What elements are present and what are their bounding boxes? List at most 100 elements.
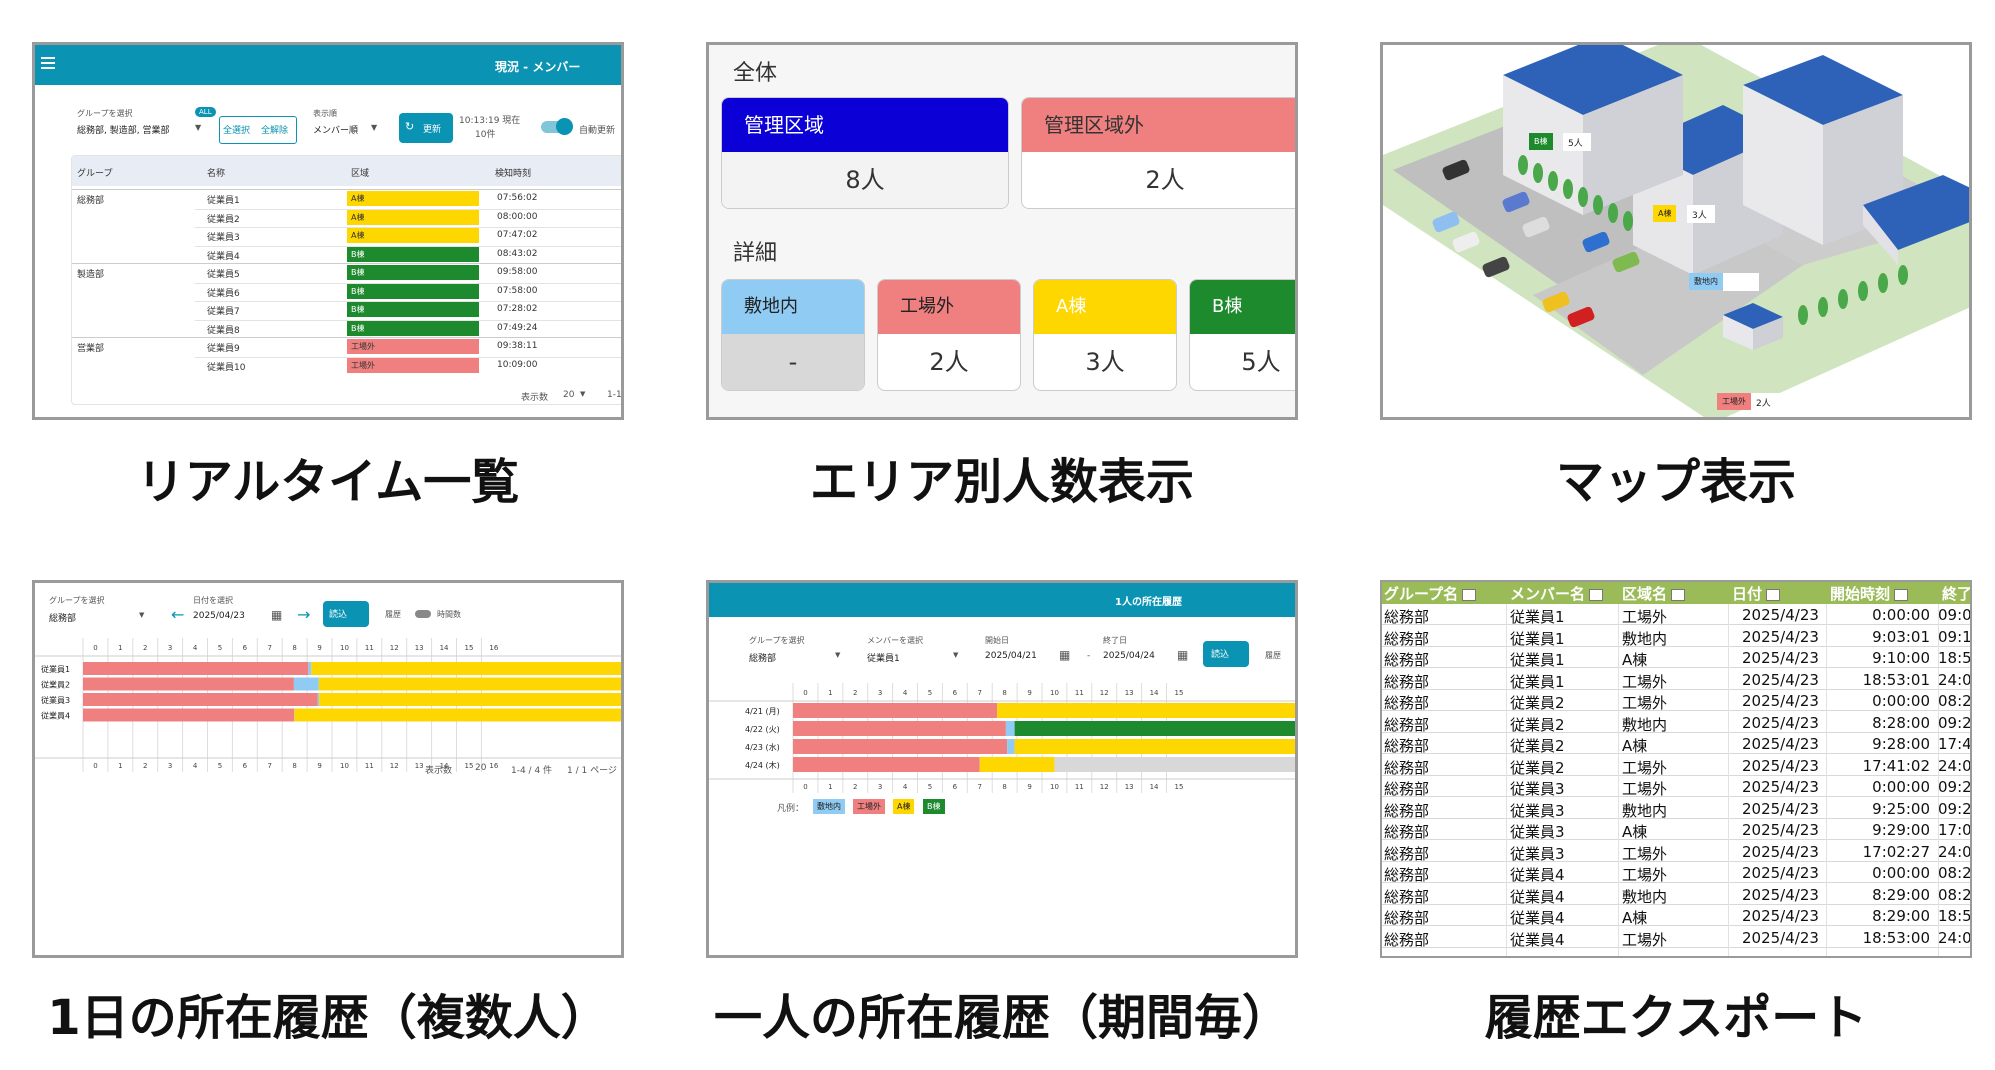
sheet-cell[interactable]: 09:2 [1938,799,1972,818]
sheet-cell[interactable]: 従業員2 [1510,737,1565,755]
sheet-column-header[interactable]: 終了 [1942,583,1970,604]
sheet-cell[interactable]: A棟 [1622,823,1648,841]
sheet-cell[interactable]: 工場外 [1622,866,1668,884]
sheet-cell[interactable]: 2025/4/23 [1742,627,1819,646]
sheet-cell[interactable]: 09:2 [1938,713,1972,732]
sheet-cell[interactable]: 09:1 [1938,627,1972,646]
sheet-cell[interactable]: 2025/4/23 [1742,821,1819,839]
sheet-cell[interactable]: 従業員2 [1510,758,1565,777]
sheet-cell[interactable]: 総務部 [1384,801,1430,820]
sheet-cell[interactable]: 8:28:00 [1872,713,1930,732]
sheet-cell[interactable]: 18:53:00 [1862,928,1930,947]
sheet-cell[interactable]: 総務部 [1384,629,1430,648]
sheet-cell[interactable]: 総務部 [1384,823,1430,841]
sheet-cell[interactable]: 2025/4/23 [1742,928,1819,947]
sheet-cell[interactable]: A棟 [1622,909,1648,927]
sheet-cell[interactable]: 2025/4/23 [1742,649,1819,667]
sheet-column-header[interactable]: 日付 [1732,583,1781,604]
filter-dropdown-icon[interactable] [1766,588,1781,601]
sheet-cell[interactable]: 総務部 [1384,672,1430,691]
sheet-cell[interactable]: 8:29:00 [1872,885,1930,904]
sheet-cell[interactable]: 18:53:01 [1862,670,1930,689]
map-tag-label[interactable]: 工場外 [1717,393,1751,410]
sheet-cell[interactable]: 従業員1 [1510,608,1565,626]
calendar-icon[interactable]: ▦ [1059,648,1071,662]
sheet-cell[interactable]: 18:5 [1938,649,1972,667]
sheet-cell[interactable]: 0:00:00 [1872,606,1930,624]
sheet-column-header[interactable]: 区域名 [1622,583,1686,604]
map-tag-label[interactable]: 敷地内 [1689,273,1723,290]
sheet-cell[interactable]: 従業員3 [1510,801,1565,820]
sheet-cell[interactable]: 9:28:00 [1872,735,1930,753]
sheet-cell[interactable]: 従業員3 [1510,780,1565,798]
date-input[interactable]: 2025/04/23 [193,611,245,621]
sheet-cell[interactable]: 2025/4/23 [1742,907,1819,925]
refresh-button[interactable] [399,113,453,143]
sheet-cell[interactable]: 工場外 [1622,672,1668,691]
rows-per-page-select[interactable]: 20 [475,763,487,773]
sheet-cell[interactable]: 工場外 [1622,694,1668,712]
filter-dropdown-icon[interactable] [1671,588,1686,601]
sheet-cell[interactable]: 8:29:00 [1872,907,1930,925]
sheet-cell[interactable]: 従業員3 [1510,844,1565,863]
sheet-column-header[interactable]: メンバー名 [1510,583,1604,604]
sheet-cell[interactable]: 08:2 [1938,864,1972,882]
sheet-column-header[interactable]: グループ名 [1384,583,1477,604]
sheet-cell[interactable]: 9:03:01 [1872,627,1930,646]
select-all-button[interactable]: 全選択 [223,126,251,136]
sheet-cell[interactable]: 18:5 [1938,907,1972,925]
sheet-cell[interactable]: 工場外 [1622,608,1668,626]
sheet-cell[interactable]: 総務部 [1384,887,1430,906]
filter-dropdown-icon[interactable] [1589,588,1604,601]
menu-icon[interactable] [41,57,55,69]
sheet-cell[interactable]: 総務部 [1384,780,1430,798]
sheet-cell[interactable]: 2025/4/23 [1742,842,1819,861]
sheet-cell[interactable]: 2025/4/23 [1742,778,1819,796]
sheet-cell[interactable]: 0:00:00 [1872,692,1930,710]
sheet-cell[interactable]: 従業員1 [1510,629,1565,648]
sheet-cell[interactable]: 従業員4 [1510,909,1565,927]
sheet-cell[interactable]: 9:25:00 [1872,799,1930,818]
sheet-cell[interactable]: 総務部 [1384,737,1430,755]
map-tag-label[interactable]: A棟 [1653,205,1677,222]
sheet-cell[interactable]: 2025/4/23 [1742,756,1819,775]
sheet-cell[interactable]: 09:2 [1938,778,1972,796]
sheet-cell[interactable]: 17:0 [1938,821,1972,839]
sheet-cell[interactable]: 24:0 [1938,928,1972,947]
group-select[interactable]: 総務部 [749,654,777,664]
sheet-cell[interactable]: 0:00:00 [1872,864,1930,882]
sheet-cell[interactable]: 敷地内 [1622,887,1668,906]
sheet-cell[interactable]: 09:0 [1938,606,1972,624]
sheet-cell[interactable]: 17:02:27 [1862,842,1930,861]
group-select[interactable]: 総務部, 製造部, 営業部 [77,126,170,136]
sheet-cell[interactable]: 総務部 [1384,844,1430,863]
sheet-cell[interactable]: 従業員1 [1510,651,1565,669]
sheet-cell[interactable]: 24:0 [1938,842,1972,861]
filter-dropdown-icon[interactable] [1894,588,1909,601]
prev-day-icon[interactable]: ← [171,605,185,624]
sheet-cell[interactable]: 総務部 [1384,715,1430,734]
sort-select[interactable]: メンバー順 [313,126,359,136]
sheet-cell[interactable]: 2025/4/23 [1742,885,1819,904]
sheet-cell[interactable]: 敷地内 [1622,801,1668,820]
sheet-cell[interactable]: 24:0 [1938,756,1972,775]
sheet-cell[interactable]: 2025/4/23 [1742,735,1819,753]
sheet-cell[interactable]: 総務部 [1384,930,1430,949]
sheet-cell[interactable]: 08:2 [1938,692,1972,710]
sheet-cell[interactable]: 9:29:00 [1872,821,1930,839]
map-tag-label[interactable]: B棟 [1529,133,1553,150]
sheet-cell[interactable]: 総務部 [1384,694,1430,712]
load-button[interactable] [323,601,369,627]
sheet-cell[interactable]: 従業員4 [1510,930,1565,949]
sheet-cell[interactable]: 敷地内 [1622,715,1668,734]
sheet-cell[interactable]: 工場外 [1622,844,1668,863]
next-day-icon[interactable]: → [297,605,311,624]
sheet-cell[interactable]: 総務部 [1384,651,1430,669]
sheet-cell[interactable]: 2025/4/23 [1742,864,1819,882]
sheet-cell[interactable]: 工場外 [1622,780,1668,798]
clear-all-button[interactable]: 全解除 [261,126,289,136]
load-button[interactable] [1203,641,1249,667]
sheet-cell[interactable]: 17:4 [1938,735,1972,753]
sheet-cell[interactable]: 総務部 [1384,866,1430,884]
sheet-cell[interactable]: 2025/4/23 [1742,799,1819,818]
